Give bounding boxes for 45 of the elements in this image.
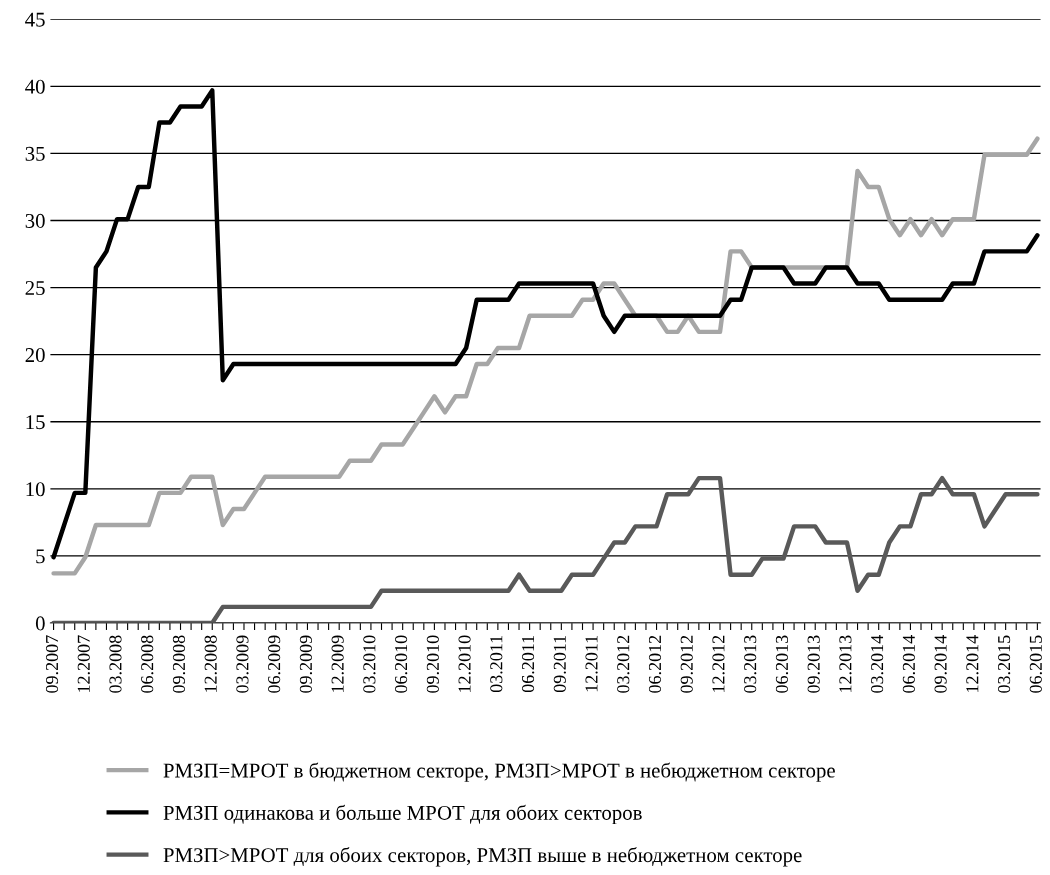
y-tick-label: 20 <box>25 348 45 363</box>
x-tick-label: 03.2014 <box>871 635 884 693</box>
x-tick-label: 03.2013 <box>744 635 757 693</box>
x-tick-label: 09.2007 <box>45 635 59 693</box>
x-tick-label: 06.2008 <box>141 635 154 693</box>
x-tick-label: 06.2009 <box>268 635 281 693</box>
y-tick-label: 45 <box>25 12 45 27</box>
x-tick-label: 06.2012 <box>648 635 662 693</box>
x-tick-label: 03.2009 <box>236 635 249 693</box>
x-tick-label: 06.2011 <box>521 635 535 693</box>
x-tick-label: 06.2010 <box>395 635 408 693</box>
x-tick-label: 09.2012 <box>680 635 693 693</box>
y-tick-label: 0 <box>35 616 45 631</box>
y-tick-label: 30 <box>25 213 45 228</box>
x-tick-label: 12.2007 <box>77 635 90 692</box>
legend-label: РМЗП=МРОТ в бюджетном секторе, РМЗП>МРОТ в небюджетном секторе <box>163 762 835 782</box>
x-tick-label: 12.2008 <box>204 635 217 692</box>
x-tick-label: 09.2009 <box>299 635 313 693</box>
y-tick-label: 5 <box>36 549 45 564</box>
y-tick-label: 10 <box>26 482 45 497</box>
x-tick-label: 12.2009 <box>331 635 344 692</box>
x-tick-label: 03.2011 <box>490 635 503 693</box>
y-tick-label: 25 <box>25 281 45 296</box>
y-tick-label: 15 <box>26 415 45 430</box>
x-tick-label: 06.2014 <box>902 635 916 693</box>
x-tick-label: 03.2008 <box>109 635 122 693</box>
x-tick-label: 12.2011 <box>585 635 598 692</box>
x-tick-label: 09.2008 <box>172 635 186 693</box>
x-tick-label: 12.2010 <box>458 635 471 692</box>
legend-label: РМЗП одинакова и больше МРОТ для обоих секторов <box>163 804 642 825</box>
x-tick-label: 03.2015 <box>997 635 1011 693</box>
legend-label: РМЗП>МРОТ для обоих секторов, РМЗП выше в небюджетном секторе <box>163 847 802 867</box>
x-tick-label: 09.2010 <box>426 635 439 693</box>
x-tick-label: 09.2013 <box>807 635 820 693</box>
x-tick-label: 09.2014 <box>934 635 947 693</box>
x-tick-label: 06.2013 <box>775 635 789 693</box>
y-tick-label: 35 <box>25 146 45 161</box>
x-tick-label: 06.2015 <box>1029 635 1042 693</box>
x-tick-label: 12.2012 <box>712 635 725 692</box>
x-tick-label: 03.2010 <box>363 635 376 693</box>
x-tick-label: 03.2012 <box>617 635 630 693</box>
y-tick-label: 40 <box>25 79 45 94</box>
x-tick-label: 12.2014 <box>966 635 979 692</box>
x-tick-label: 09.2011 <box>553 635 566 693</box>
x-tick-label: 12.2013 <box>839 635 852 692</box>
